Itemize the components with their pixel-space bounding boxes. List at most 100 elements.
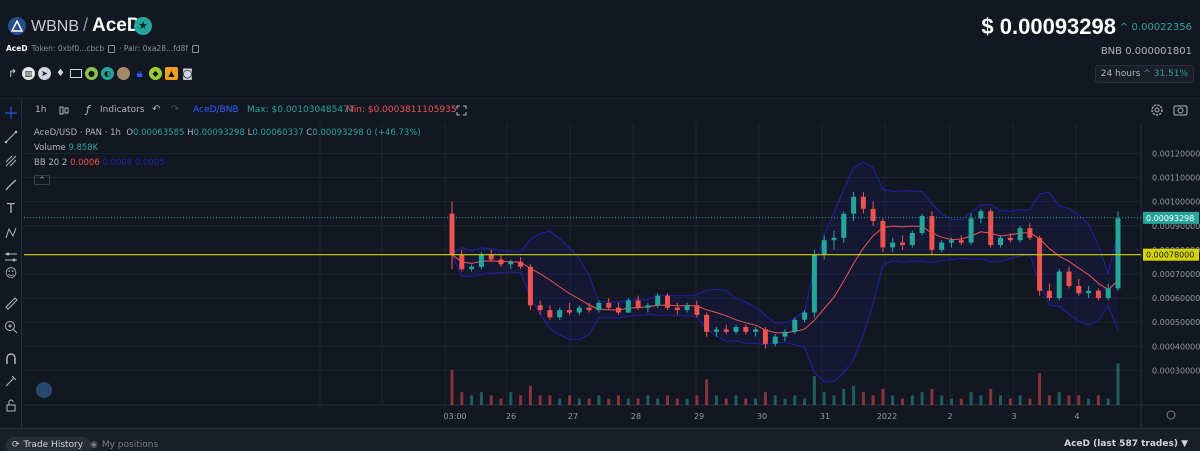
- trade-count-label: AceD (last 587 trades): [1064, 439, 1178, 449]
- settings-icon[interactable]: [1150, 103, 1164, 120]
- trading-chart[interactable]: 0.00120000 0.00110000 0.00100000 0.00090000…: [0, 98, 1200, 429]
- price-alert-label: 0.00078000: [1146, 251, 1194, 260]
- indicators-button[interactable]: Indicators: [100, 105, 145, 115]
- legend-l-label: L: [247, 128, 253, 138]
- candle-body: [762, 329, 768, 344]
- fib-retracement-icon[interactable]: [3, 153, 19, 169]
- current-price-tag: [1143, 211, 1199, 224]
- screenshot-icon[interactable]: [1173, 103, 1188, 119]
- candle-body: [655, 295, 661, 306]
- candle-body: [547, 310, 553, 318]
- trade-history-tab[interactable]: ⟳ Trade History: [6, 437, 92, 451]
- candle-body: [802, 312, 808, 320]
- axis-settings-icon[interactable]: [1166, 410, 1176, 420]
- volume-bar: [489, 395, 493, 405]
- emoji-icon[interactable]: ☺: [4, 266, 18, 280]
- collapse-legend-button[interactable]: ^: [34, 175, 50, 185]
- volume-bar: [1038, 373, 1042, 405]
- bb-legend: BB 20 2 0.0006 0.0008 0.0005: [34, 158, 165, 168]
- legend-change: 0 (+46.73%): [366, 128, 421, 138]
- prediction-icon[interactable]: [3, 249, 19, 265]
- telegram-icon[interactable]: ➤: [38, 67, 51, 80]
- candle-body: [978, 211, 984, 219]
- zoom-in-icon[interactable]: [3, 319, 19, 335]
- candle-body: [821, 240, 827, 255]
- volume-label: Volume: [34, 143, 66, 153]
- pancakeswap-icon[interactable]: ◆: [149, 67, 162, 80]
- volume-bar: [460, 392, 464, 405]
- indicators-icon[interactable]: ƒ: [86, 103, 90, 116]
- trade-count[interactable]: AceD (last 587 trades) ▼: [1064, 439, 1188, 449]
- candle-body: [1017, 228, 1023, 241]
- legend-low: 0.00060337: [252, 128, 304, 138]
- volume-bar: [979, 395, 983, 405]
- bb-lower: 0.0005: [134, 158, 165, 168]
- volume-bar: [626, 398, 630, 405]
- volume-bar: [950, 398, 953, 405]
- lock-icon[interactable]: 🔒︎: [136, 66, 143, 80]
- volume-bar: [1008, 398, 1012, 405]
- brush-icon[interactable]: [3, 177, 19, 193]
- volume-bar: [1087, 398, 1091, 405]
- undo-icon[interactable]: ↶: [152, 104, 161, 115]
- fullscreen-icon[interactable]: [456, 105, 467, 119]
- candle-body: [1066, 271, 1072, 287]
- time-axis-label: 2: [947, 412, 952, 421]
- candle-body: [469, 266, 475, 270]
- candle-body: [674, 307, 680, 311]
- discord-icon[interactable]: ◙: [182, 67, 193, 80]
- monitor-icon[interactable]: [70, 69, 82, 78]
- pair-separator: /: [83, 15, 89, 35]
- positions-tab[interactable]: ◉ My positions: [90, 440, 158, 450]
- candle-body: [841, 213, 847, 238]
- candle-type-icon[interactable]: [59, 105, 69, 119]
- candle-body: [733, 327, 739, 332]
- volume-bar: [871, 395, 875, 405]
- cake-icon[interactable]: ▲: [165, 67, 178, 80]
- volume-bar: [754, 398, 758, 405]
- period-selector[interactable]: 24 hours ^ 31.51%: [1094, 65, 1194, 83]
- candle-body: [909, 233, 915, 246]
- candle-body: [860, 196, 866, 209]
- pattern-icon[interactable]: [3, 225, 19, 241]
- bb-upper: 0.0008: [102, 158, 133, 168]
- candle-body: [929, 216, 935, 250]
- coingecko-icon[interactable]: ●: [85, 67, 98, 80]
- volume-bar: [1018, 395, 1022, 405]
- candle-body: [537, 305, 543, 311]
- history-icon: ⟳: [12, 440, 20, 450]
- share-icon[interactable]: ↱: [7, 67, 18, 80]
- coinmarketcap-icon[interactable]: ◐: [101, 67, 114, 80]
- text-icon[interactable]: T: [7, 201, 15, 217]
- ruler-icon[interactable]: [3, 295, 19, 311]
- unlock-icon[interactable]: [3, 397, 19, 413]
- timeframe-button[interactable]: 1h: [35, 105, 47, 115]
- copy-token-icon[interactable]: [108, 44, 116, 53]
- price-axis-label: 0.00050000: [1152, 318, 1200, 327]
- token-header: WBNB / AceD ★ AceD Token: 0xbf0...cbcb · P…: [0, 0, 1200, 98]
- lock-drawings-icon[interactable]: [3, 373, 19, 389]
- bb-label: BB 20 2: [34, 158, 68, 168]
- favorite-star-icon[interactable]: ★: [134, 17, 152, 35]
- chart-canvas[interactable]: 0.00120000 0.00110000 0.00100000 0.00090000…: [0, 99, 1200, 429]
- volume-bar: [940, 395, 944, 405]
- candle-body: [508, 261, 514, 265]
- redo-icon[interactable]: ↷: [171, 104, 180, 115]
- copy-pair-icon[interactable]: [191, 44, 199, 53]
- price-axis-label: 0.00060000: [1152, 294, 1200, 303]
- dextools-icon[interactable]: ▥: [22, 67, 35, 80]
- candle-body: [557, 310, 563, 318]
- candle-body: [1115, 218, 1121, 289]
- pair-toggle[interactable]: AceD/BNB: [193, 105, 239, 115]
- twitter-icon[interactable]: ♦: [56, 68, 65, 79]
- period-change: ^ 31.51%: [1143, 69, 1188, 79]
- crosshair-icon[interactable]: [3, 105, 19, 121]
- bollinger-upper-line: [451, 161, 1119, 324]
- magnet-icon[interactable]: [3, 351, 19, 367]
- candle-body: [988, 211, 994, 245]
- bscscan-icon[interactable]: [117, 67, 130, 80]
- candle-body: [665, 295, 670, 308]
- trendline-icon[interactable]: [3, 129, 19, 145]
- legend-o-label: O: [126, 128, 134, 138]
- volume-bar: [1067, 395, 1071, 405]
